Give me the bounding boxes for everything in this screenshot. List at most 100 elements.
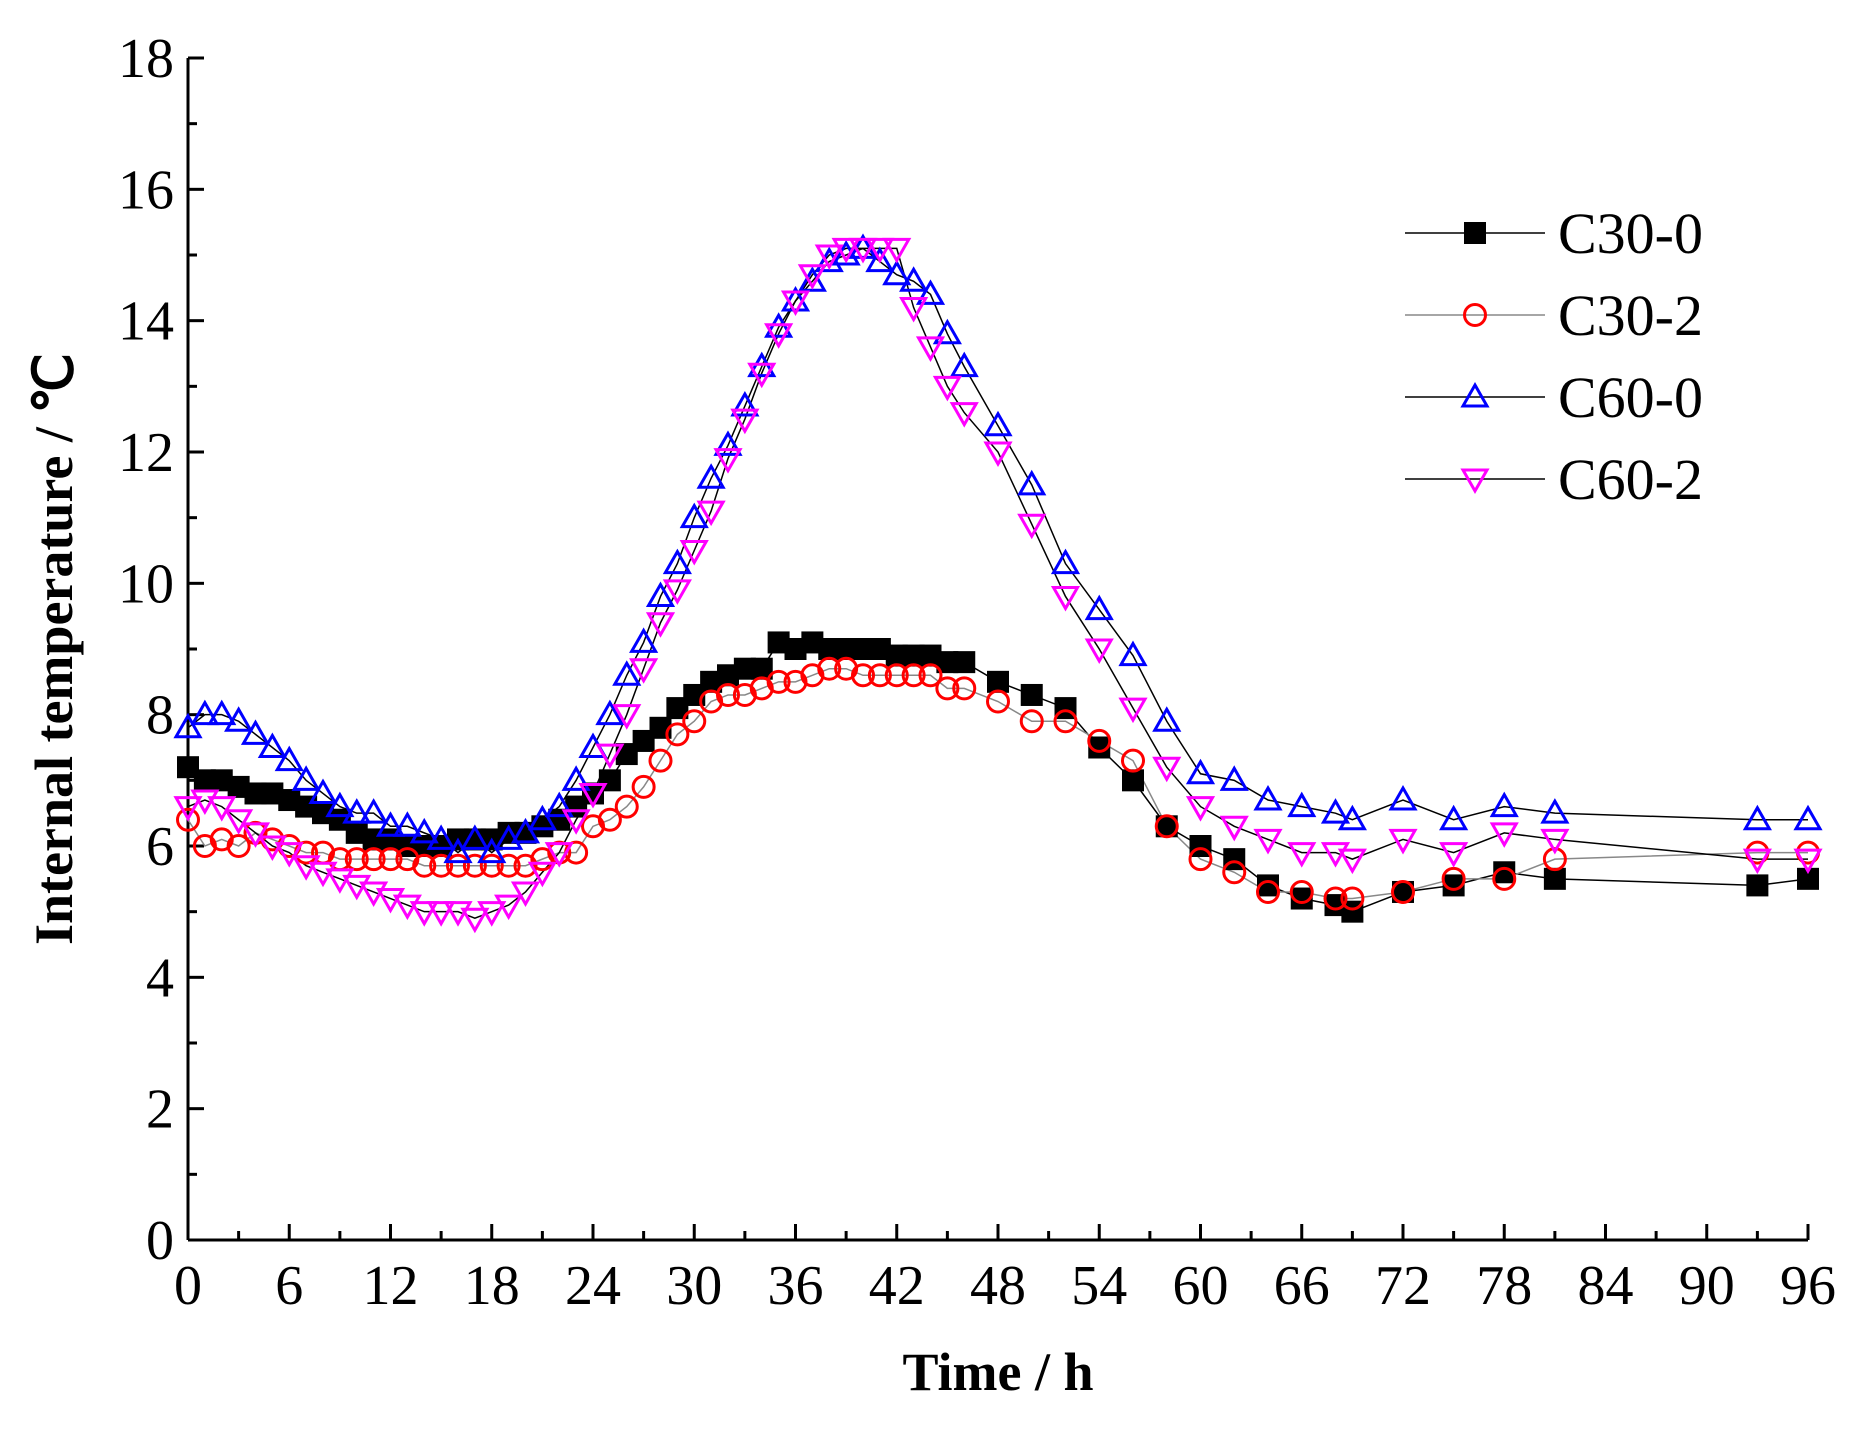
data-point <box>915 279 946 305</box>
data-point <box>1439 804 1469 831</box>
x-tick-label: 36 <box>768 1255 824 1317</box>
data-point <box>460 824 490 850</box>
x-tick-label: 18 <box>464 1255 520 1317</box>
data-point <box>645 581 676 607</box>
data-point <box>463 828 486 851</box>
data-point <box>835 638 858 660</box>
data-point <box>814 244 844 271</box>
data-point <box>342 798 372 824</box>
data-point <box>578 782 608 809</box>
data-point <box>1540 798 1570 824</box>
x-tick-label: 42 <box>869 1255 925 1317</box>
data-point <box>882 259 912 286</box>
x-tick-label: 48 <box>970 1255 1026 1317</box>
data-point <box>429 853 454 878</box>
legend-label: C60-2 <box>1558 447 1703 512</box>
data-point <box>278 789 301 812</box>
data-point <box>1290 887 1313 910</box>
data-point <box>1019 709 1044 734</box>
data-point <box>1388 828 1418 855</box>
y-tick-label: 18 <box>118 28 174 90</box>
data-point <box>868 638 891 660</box>
data-point <box>733 657 756 680</box>
series-markers-C30-0 <box>177 631 1819 923</box>
data-point <box>867 663 892 688</box>
data-point <box>666 697 689 720</box>
data-point <box>226 834 251 858</box>
data-point <box>612 660 642 686</box>
data-point <box>477 837 507 864</box>
data-point <box>291 765 321 791</box>
data-point <box>817 656 842 681</box>
data-point <box>1257 874 1279 897</box>
data-point <box>662 548 692 575</box>
series-markers <box>173 233 1823 934</box>
y-tick-label: 0 <box>146 1210 174 1272</box>
x-tick-label: 6 <box>275 1255 303 1317</box>
data-point <box>662 579 692 605</box>
data-point <box>865 237 895 264</box>
data-point <box>1340 886 1365 911</box>
data-point <box>1118 697 1148 724</box>
data-point <box>1797 867 1819 890</box>
data-point <box>645 612 676 638</box>
data-point <box>227 775 250 798</box>
x-tick-label: 0 <box>174 1255 202 1317</box>
data-point <box>831 237 861 264</box>
data-point <box>1017 513 1047 540</box>
data-point <box>899 266 929 292</box>
data-point <box>176 807 200 832</box>
data-point <box>1253 828 1283 855</box>
data-point <box>1391 879 1415 904</box>
data-point <box>312 802 334 825</box>
series-line-C60-2 <box>187 247 1808 920</box>
x-tick-label: 78 <box>1476 1255 1532 1317</box>
data-point <box>612 704 642 730</box>
data-point <box>747 362 777 389</box>
data-point <box>1050 585 1081 612</box>
data-point <box>953 651 976 674</box>
x-axis-title: Time / h <box>902 1342 1093 1402</box>
data-point <box>629 658 659 684</box>
data-point <box>460 907 490 934</box>
data-point <box>409 817 439 844</box>
data-point <box>224 809 254 835</box>
data-point <box>1020 683 1043 706</box>
data-point <box>426 901 456 927</box>
data-point <box>932 375 962 402</box>
data-point <box>409 901 439 927</box>
data-point <box>462 853 487 878</box>
data-point <box>479 853 504 878</box>
data-point <box>1337 848 1367 875</box>
data-point <box>1442 874 1465 897</box>
data-point <box>986 689 1010 714</box>
data-point <box>1185 758 1216 785</box>
data-point <box>1256 879 1280 904</box>
x-tick-label: 60 <box>1173 1255 1229 1317</box>
data-point <box>987 670 1009 693</box>
data-point <box>1154 814 1179 839</box>
data-point <box>983 441 1013 468</box>
data-point <box>865 246 895 273</box>
data-point <box>210 769 233 792</box>
data-point <box>1050 548 1081 575</box>
data-point <box>614 794 639 819</box>
data-point <box>901 663 926 688</box>
data-point <box>766 669 791 694</box>
series-markers-C60-0 <box>173 233 1823 864</box>
legend-label: C30-2 <box>1558 283 1703 348</box>
data-point <box>884 663 909 688</box>
data-point <box>443 837 473 864</box>
data-point <box>1219 765 1249 791</box>
y-tick-label: 2 <box>146 1079 174 1141</box>
data-point <box>716 682 740 707</box>
data-point <box>983 410 1013 437</box>
data-point <box>679 502 709 529</box>
data-point <box>949 402 979 428</box>
data-point <box>696 500 726 527</box>
y-tick-label: 4 <box>146 947 174 1009</box>
data-point <box>1489 822 1519 848</box>
x-tick-label: 90 <box>1679 1255 1735 1317</box>
x-tick-label: 30 <box>666 1255 722 1317</box>
